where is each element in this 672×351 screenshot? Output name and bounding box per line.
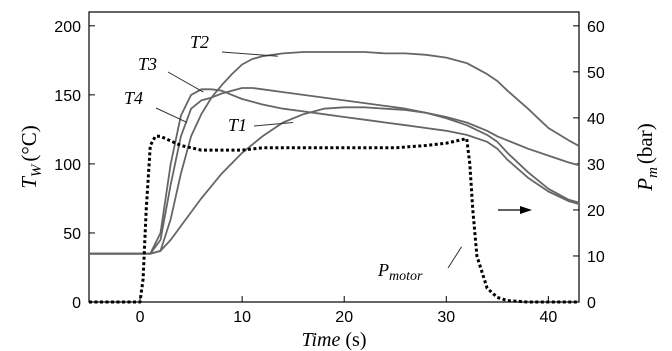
annotation-pmotor-main: P [377,260,389,280]
y-right-tick-label: 60 [587,19,605,36]
y-axis-right-title-unit: (bar) [633,123,657,164]
y-axis-right: 0 10 20 30 40 50 60 [573,19,605,312]
x-tick-label: 0 [136,309,145,326]
series-line-t4 [89,87,580,255]
y-axis-right-title-sub: m [645,167,661,178]
x-tick-label: 20 [335,309,353,326]
annotation-t1: T1 [228,115,247,135]
y-left-tick-label: 100 [54,157,81,174]
y-right-tick-label: 20 [587,203,605,220]
plot-frame [88,11,580,303]
series-line-t1 [89,106,580,255]
series-line-t2 [89,51,580,255]
annotation-pmotor-sub: motor [389,269,423,284]
x-axis-title-main: Time [301,329,340,351]
annotation-leader [253,121,294,127]
y-left-tick-label: 0 [72,295,81,312]
y-left-tick-label: 50 [63,226,81,243]
annotation-leader [447,246,463,269]
y-axis-right-title: Pm (bar) [633,123,661,191]
annotation-t3: T3 [138,54,157,74]
annotation-pmotor: Pmotor [377,260,423,284]
y-left-tick-label: 200 [54,19,81,36]
y-axis-left-title: TW (°C) [17,125,45,189]
annotation-t4: T4 [124,88,143,108]
y-axis-left-title-sub: W [29,163,45,177]
x-tick-label: 40 [539,309,557,326]
y-axis-left-title-unit: (°C) [17,125,41,161]
annotation-leader [155,107,188,123]
annotation-leader [221,51,278,57]
y-left-tick-label: 150 [54,88,81,105]
x-tick-label: 10 [233,309,251,326]
y-right-tick-label: 30 [587,157,605,174]
y-right-tick-label: 10 [587,249,605,266]
annotation-leaders [155,51,463,269]
y-axis-right-title-main: P [633,178,657,192]
y-right-tick-label: 50 [587,65,605,82]
x-axis-title: Time (s) [301,329,366,351]
annotation-leader [167,71,204,93]
series-line-p-motor [89,134,579,304]
y-axis-left-title-main: T [17,176,41,189]
right-axis-arrowhead [520,206,532,214]
y-right-tick-label: 0 [587,295,596,312]
x-axis-title-unit: (s) [345,329,366,351]
series-layer [89,51,580,304]
y-right-tick-label: 40 [587,111,605,128]
annotation-t2: T2 [190,32,209,52]
y-axis-left: 0 50 100 150 200 [54,19,95,312]
series-line-t3 [89,88,580,255]
x-axis: 0 10 20 30 40 [136,296,557,326]
x-tick-label: 30 [437,309,455,326]
